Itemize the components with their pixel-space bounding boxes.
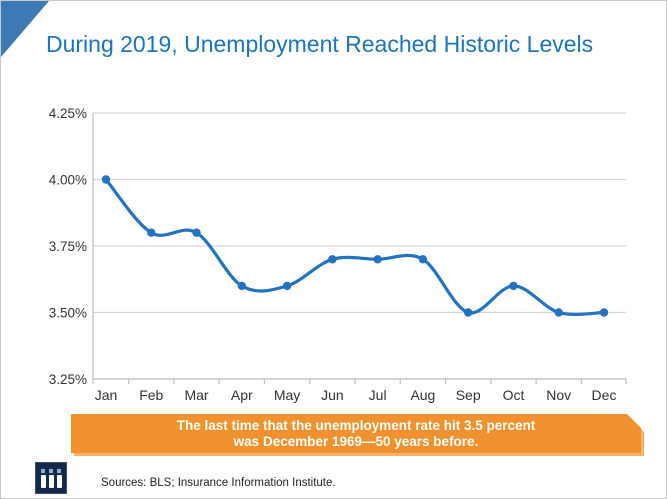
x-axis-label: Apr: [231, 387, 253, 403]
logo-i-icon: [40, 468, 46, 488]
y-axis-label: 3.50%: [49, 306, 87, 321]
data-point: [509, 281, 518, 291]
x-axis-label: Oct: [503, 387, 525, 403]
data-point: [418, 255, 428, 264]
data-point: [554, 308, 563, 317]
x-axis-label: Dec: [592, 387, 617, 403]
annotation-banner: The last time that the unemployment rate…: [71, 414, 641, 453]
banner-text-line1: The last time that the unemployment rate…: [176, 417, 536, 433]
x-axis-label: Mar: [184, 387, 208, 403]
x-axis-label: Aug: [410, 387, 435, 403]
iii-logo: [35, 462, 67, 494]
data-point: [101, 175, 111, 184]
data-line: [104, 177, 606, 317]
data-point: [192, 228, 201, 237]
banner-text-line2: was December 1969—50 years before.: [233, 433, 479, 449]
x-axis-label: Feb: [139, 387, 163, 403]
x-axis-label: Nov: [546, 387, 571, 403]
data-point: [147, 228, 156, 237]
data-point: [282, 281, 292, 291]
data-point: [237, 281, 247, 291]
data-point: [463, 308, 473, 317]
x-axis-label: Jun: [321, 387, 344, 403]
x-axis-label: Sep: [456, 387, 481, 403]
data-point: [373, 255, 382, 264]
page-title: During 2019, Unemployment Reached Histor…: [46, 31, 594, 57]
data-point: [599, 308, 609, 317]
x-axis-label: Jul: [369, 387, 387, 403]
data-point: [328, 255, 337, 264]
y-axis-label: 4.25%: [49, 106, 87, 121]
y-axis-label: 3.25%: [49, 372, 87, 387]
corner-triangle-decoration: [1, 1, 49, 57]
logo-i-icon: [56, 468, 62, 488]
x-axis-label: Jan: [95, 387, 118, 403]
y-axis-label: 4.00%: [49, 173, 87, 188]
logo-i-icon: [48, 468, 54, 488]
x-axis-label: May: [274, 387, 300, 403]
sources-text: Sources: BLS; Insurance Information Inst…: [101, 477, 336, 489]
y-axis-label: 3.75%: [49, 239, 87, 254]
